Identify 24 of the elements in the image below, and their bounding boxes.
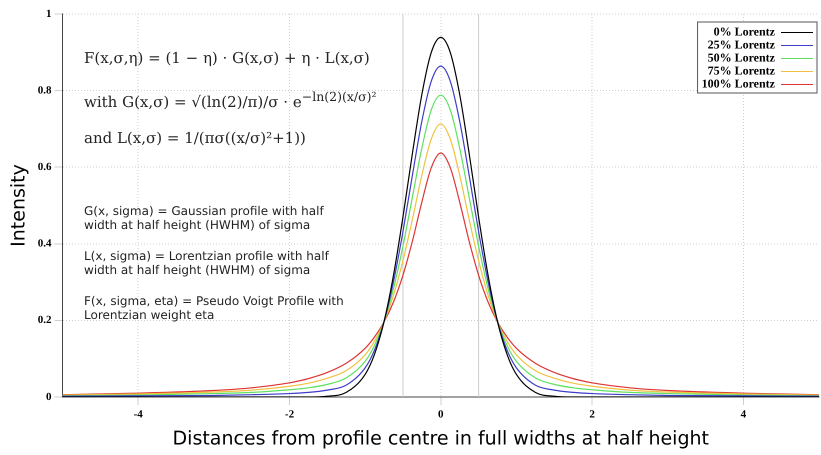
legend-label: 25% Lorentz	[708, 38, 776, 52]
y-tick-label: 0	[46, 390, 52, 403]
y-tick-label: 0.6	[38, 161, 52, 174]
x-tick-label: 0	[438, 408, 444, 420]
y-tick-label: 0.2	[38, 314, 52, 326]
y-tick-label: 0.4	[38, 238, 52, 250]
legend-label: 50% Lorentz	[708, 50, 776, 65]
y-tick-label: 1	[46, 8, 52, 20]
x-tick-label: -4	[134, 408, 144, 420]
x-tick-label: -2	[284, 408, 295, 420]
x-axis-title: Distances from profile centre in full widths at half height	[172, 428, 710, 450]
x-tick-label: 4	[740, 408, 747, 420]
x-tick-label: 2	[589, 408, 596, 420]
annotation: L(x, sigma) = Lorentzian profile with half width at half height (HWHM) of sigma	[84, 249, 330, 278]
y-tick-label: 0.8	[38, 84, 52, 96]
legend-label: 100% Lorentz	[702, 76, 776, 91]
annotation: F(x,σ,η) = (1 − η) · G(x,σ) + η · L(x,σ)	[84, 49, 371, 68]
annotation: G(x, sigma) = Gaussian profile with half width at half height (HWHM) of sigma	[84, 204, 325, 233]
legend-label: 0% Lorentz	[714, 24, 776, 39]
annotation: F(x, sigma, eta) = Pseudo Voigt Profile with Lorentzian weight eta	[84, 294, 345, 323]
y-axis-title: Intensity	[7, 164, 30, 247]
annotation: and L(x,σ) = 1/(πσ((x/σ)²+1))	[84, 129, 307, 148]
legend-label: 75% Lorentz	[708, 64, 776, 78]
annotation: with G(x,σ) = √(ln(2)/π)/σ · e$^{−ln(2)(x/σ)²}$	[84, 89, 378, 112]
